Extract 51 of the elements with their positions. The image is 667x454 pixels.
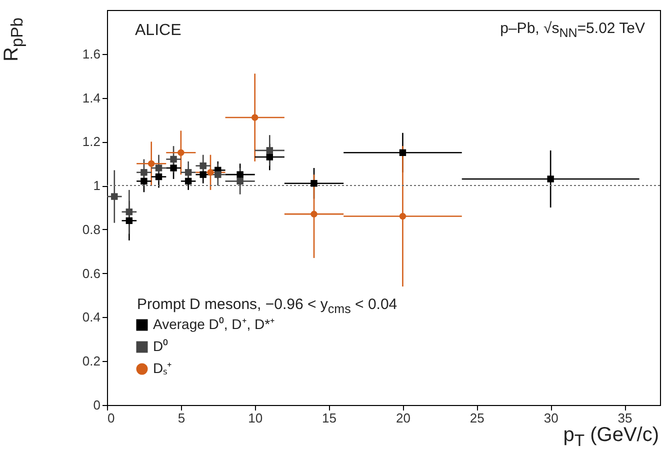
x-axis-title: p$_{T}$ (GeV/c) (563, 424, 659, 451)
x-tick-label: 10 (248, 410, 263, 426)
point (170, 164, 177, 172)
x-tick-label: 30 (544, 410, 558, 426)
x-tick-label: 20 (396, 410, 410, 426)
y-tick-label: 1.4 (82, 90, 100, 106)
y-tick-label: 1.6 (82, 46, 100, 62)
point (252, 114, 258, 121)
y-tick-label: 0.6 (82, 266, 100, 281)
point (214, 171, 222, 178)
point (236, 178, 244, 185)
point (140, 169, 148, 176)
annotation: ALICE (135, 22, 182, 40)
point (170, 156, 177, 163)
x-tick-label: 5 (178, 410, 186, 426)
point (148, 160, 155, 167)
point (399, 149, 406, 156)
point (310, 210, 318, 218)
point (399, 212, 406, 220)
point (266, 147, 273, 154)
point (184, 169, 192, 176)
x-tick-label: 0 (108, 410, 115, 426)
annotation: p–Pb, √s$_{NN}$=5.02 TeV (500, 20, 645, 40)
point (236, 171, 244, 178)
point (266, 154, 273, 160)
y-tick-label: 0 (93, 398, 100, 412)
point (547, 176, 554, 182)
legend-title: Prompt D mesons, −0.96 < y$_{cms}$ < 0.04 (137, 296, 398, 316)
x-tick-label: 35 (618, 410, 632, 426)
y-tick-label: 0.2 (82, 354, 100, 369)
point (155, 173, 162, 180)
y-tick-label: 1 (93, 178, 100, 194)
y-tick-label: 0.4 (82, 310, 100, 325)
point (310, 180, 318, 187)
point (184, 178, 192, 185)
point (126, 217, 133, 224)
point (200, 171, 206, 178)
x-tick-label: 25 (470, 410, 484, 426)
point (178, 149, 184, 156)
x-tick-label: 15 (322, 410, 337, 426)
point (155, 164, 162, 172)
point (111, 193, 118, 200)
point (207, 169, 214, 176)
point (140, 178, 148, 185)
legend-label: Average D⁰, D⁺, D*⁺ (153, 316, 276, 332)
y-tick-label: 1.2 (82, 134, 100, 150)
legend-label: Dₛ⁺ (153, 360, 172, 376)
point (126, 208, 133, 216)
y-tick-label: 0.8 (82, 222, 100, 237)
legend-label: D⁰ (153, 338, 168, 354)
point (200, 162, 206, 170)
